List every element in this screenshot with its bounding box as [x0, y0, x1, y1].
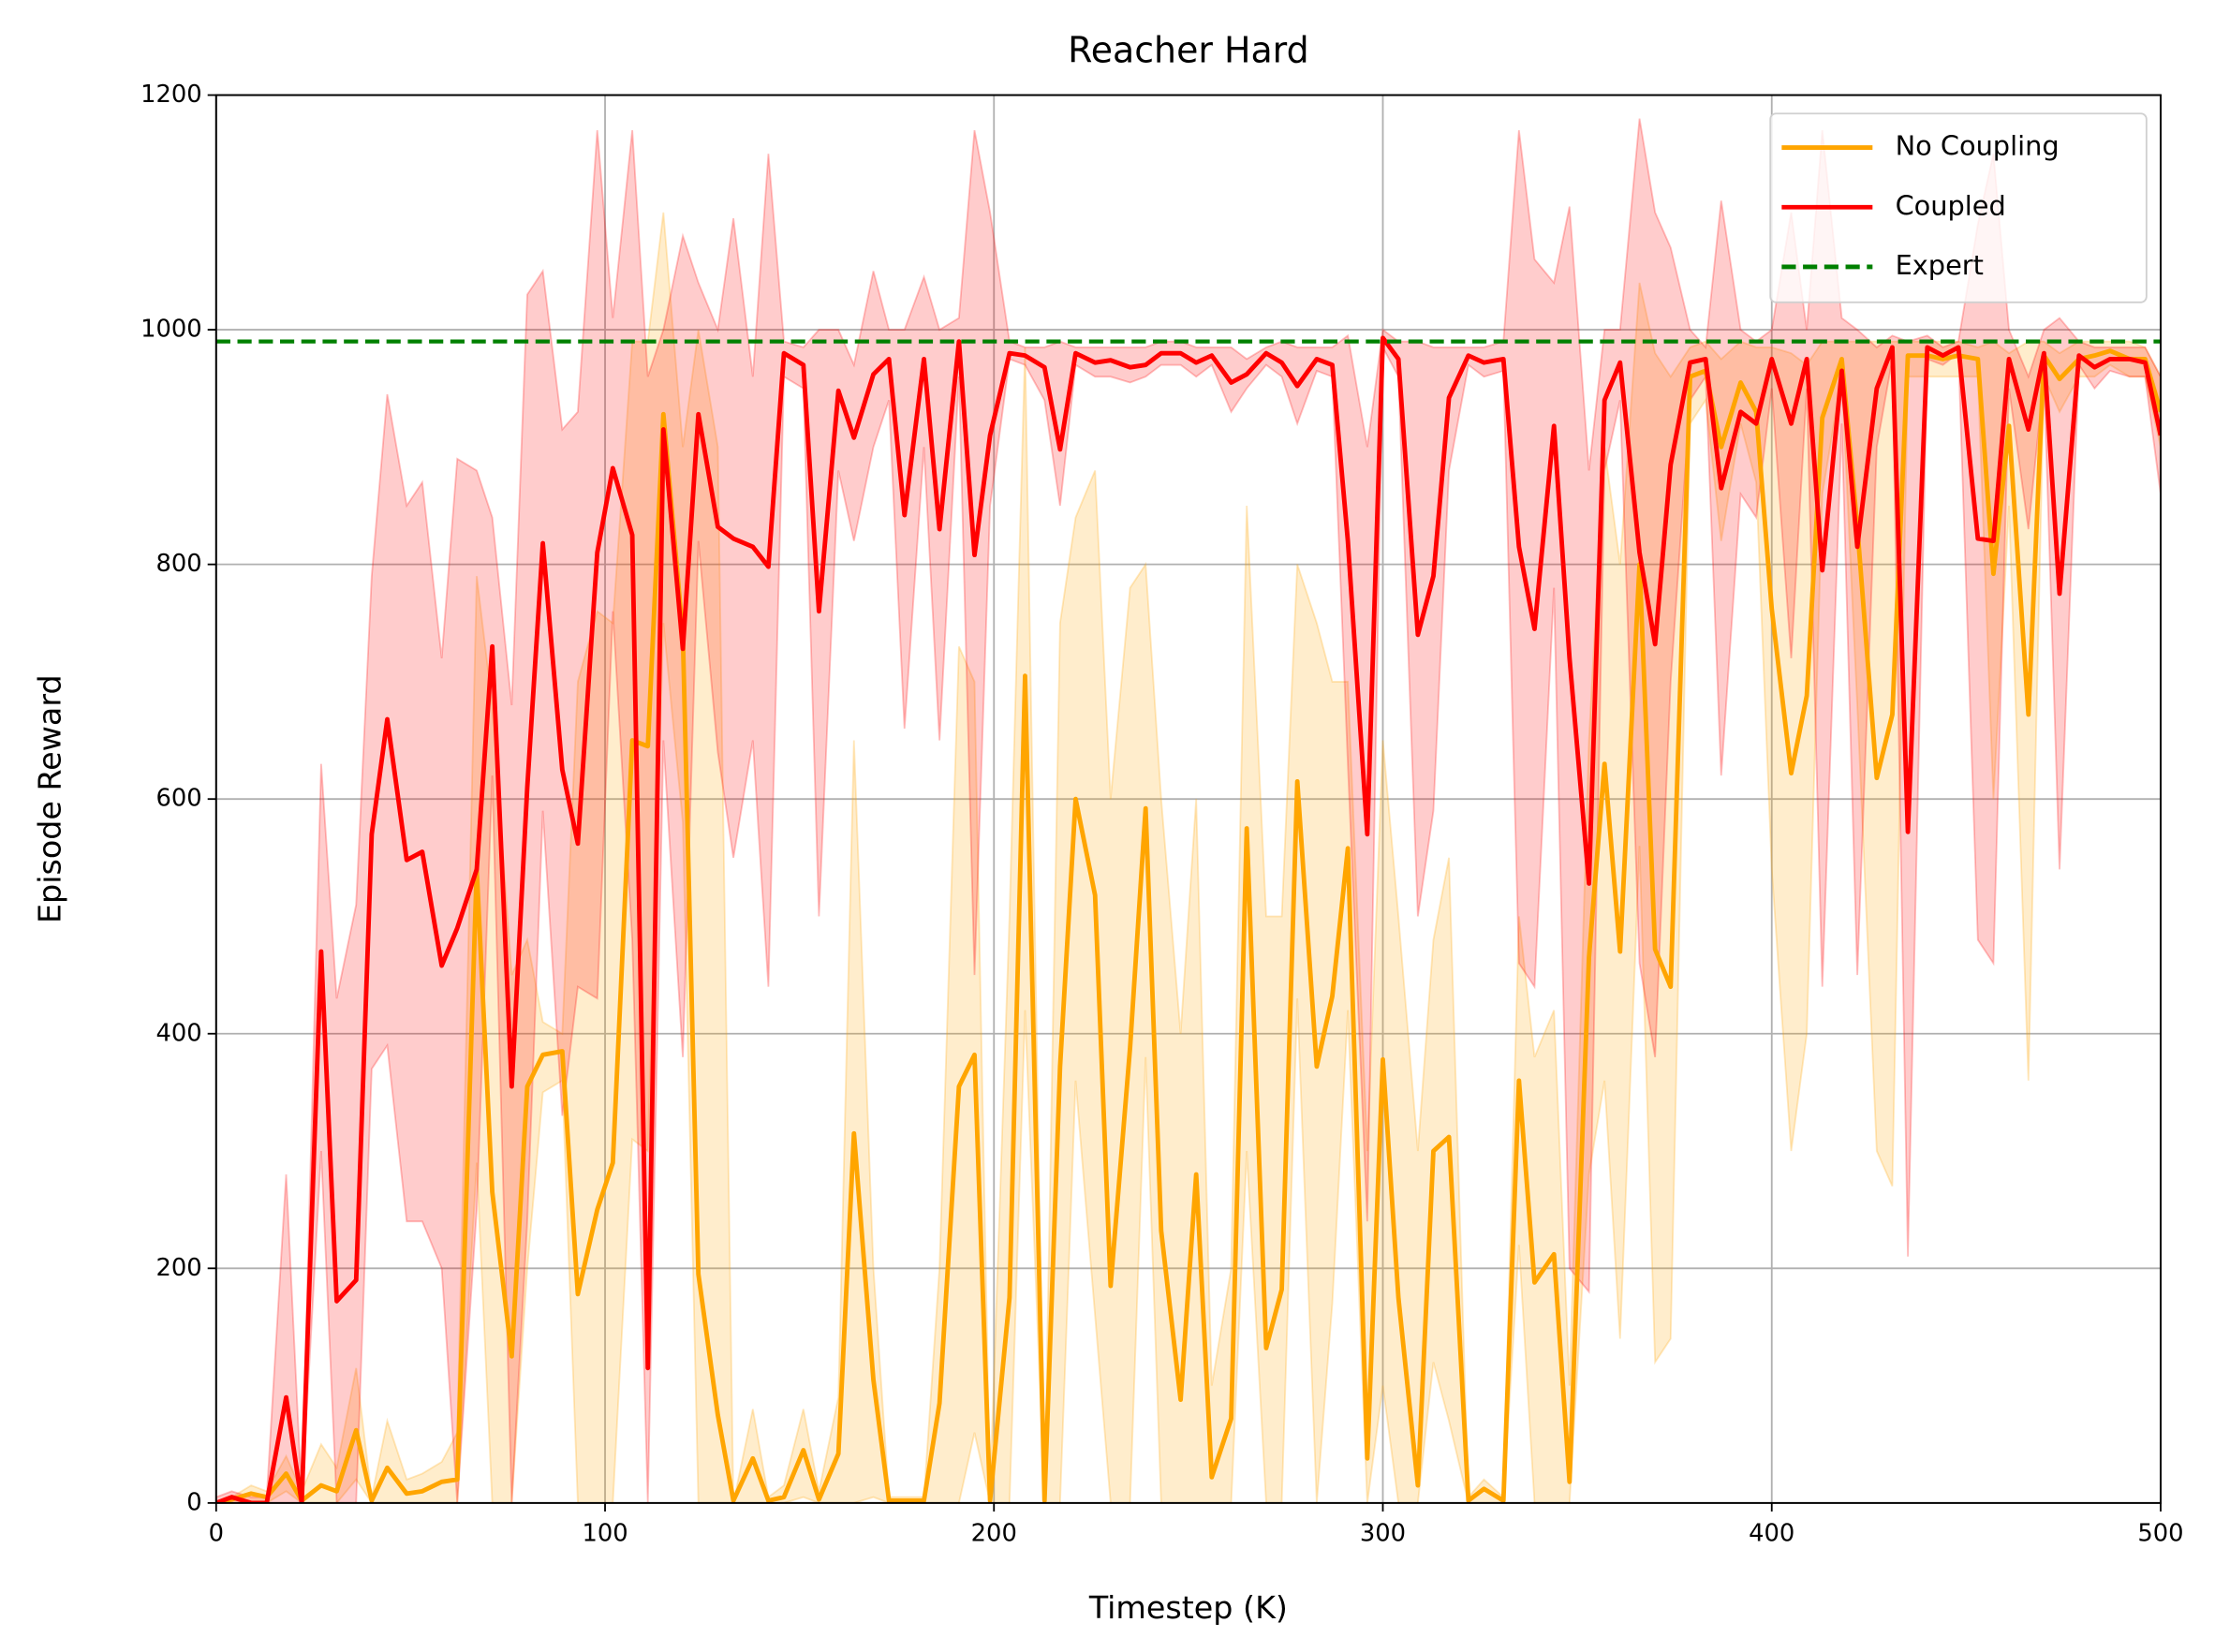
legend-box: [1769, 112, 2148, 303]
bands: [215, 118, 2161, 1503]
x-tick-label: 100: [582, 1520, 628, 1548]
y-tick-label: 1000: [140, 316, 202, 344]
chart-title: Reacher Hard: [1068, 30, 1309, 71]
y-axis-label: Episode Reward: [31, 674, 67, 923]
series-line: [215, 335, 2161, 1503]
y-tick-label: 200: [155, 1254, 201, 1282]
legend-label: Coupled: [1896, 189, 2006, 221]
x-tick-label: 200: [971, 1520, 1017, 1548]
legend: No Coupling Coupled Expert: [1769, 112, 2148, 303]
legend-label: No Coupling: [1896, 130, 2060, 162]
y-tick-label: 800: [155, 550, 201, 578]
grid: [214, 94, 2162, 1504]
legend-label: Expert: [1896, 249, 1984, 281]
band: [215, 118, 2161, 1503]
x-tick-label: 400: [1749, 1520, 1794, 1548]
y-tick-label: 600: [155, 785, 201, 813]
y-tick-label: 0: [186, 1488, 201, 1516]
y-tick-label: 400: [155, 1019, 201, 1047]
x-tick-label: 0: [209, 1520, 224, 1548]
lines: [215, 335, 2161, 1503]
x-tick-label: 300: [1360, 1520, 1406, 1548]
x-tick-label: 500: [2137, 1520, 2183, 1548]
series-line: [215, 348, 2161, 1503]
plot-frame: [214, 94, 2162, 1504]
y-tick-label: 1200: [140, 81, 202, 109]
x-axis-label: Timestep (K): [1088, 1589, 1288, 1626]
axes: 0 100 200 300 400 500 0 200 400 600 800 1000 1200: [140, 81, 2183, 1548]
band: [215, 212, 2161, 1503]
